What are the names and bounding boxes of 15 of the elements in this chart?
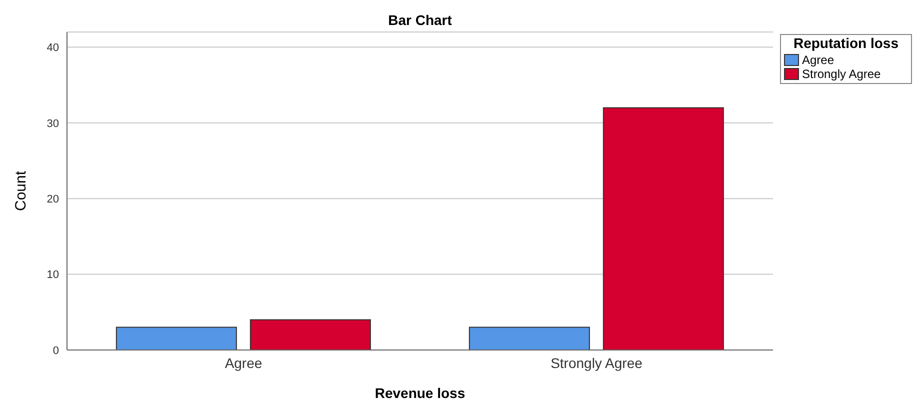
y-tick-label: 20 [46, 193, 59, 206]
bar [116, 326, 237, 350]
y-axis-title: Count [12, 170, 30, 212]
legend-label: Strongly Agree [802, 67, 881, 81]
x-axis-title: Revenue loss [374, 385, 466, 401]
bar [602, 107, 724, 350]
y-tick-label: 30 [46, 118, 59, 130]
chart-title: Bar Chart [387, 12, 453, 28]
bar [250, 319, 371, 350]
y-tick-label: 0 [52, 344, 59, 357]
y-tick-label: 10 [46, 269, 59, 282]
legend-label: Agree [802, 53, 834, 67]
legend-title: Reputation loss [792, 35, 900, 51]
bar [468, 326, 590, 350]
y-tick-label: 40 [46, 42, 59, 54]
